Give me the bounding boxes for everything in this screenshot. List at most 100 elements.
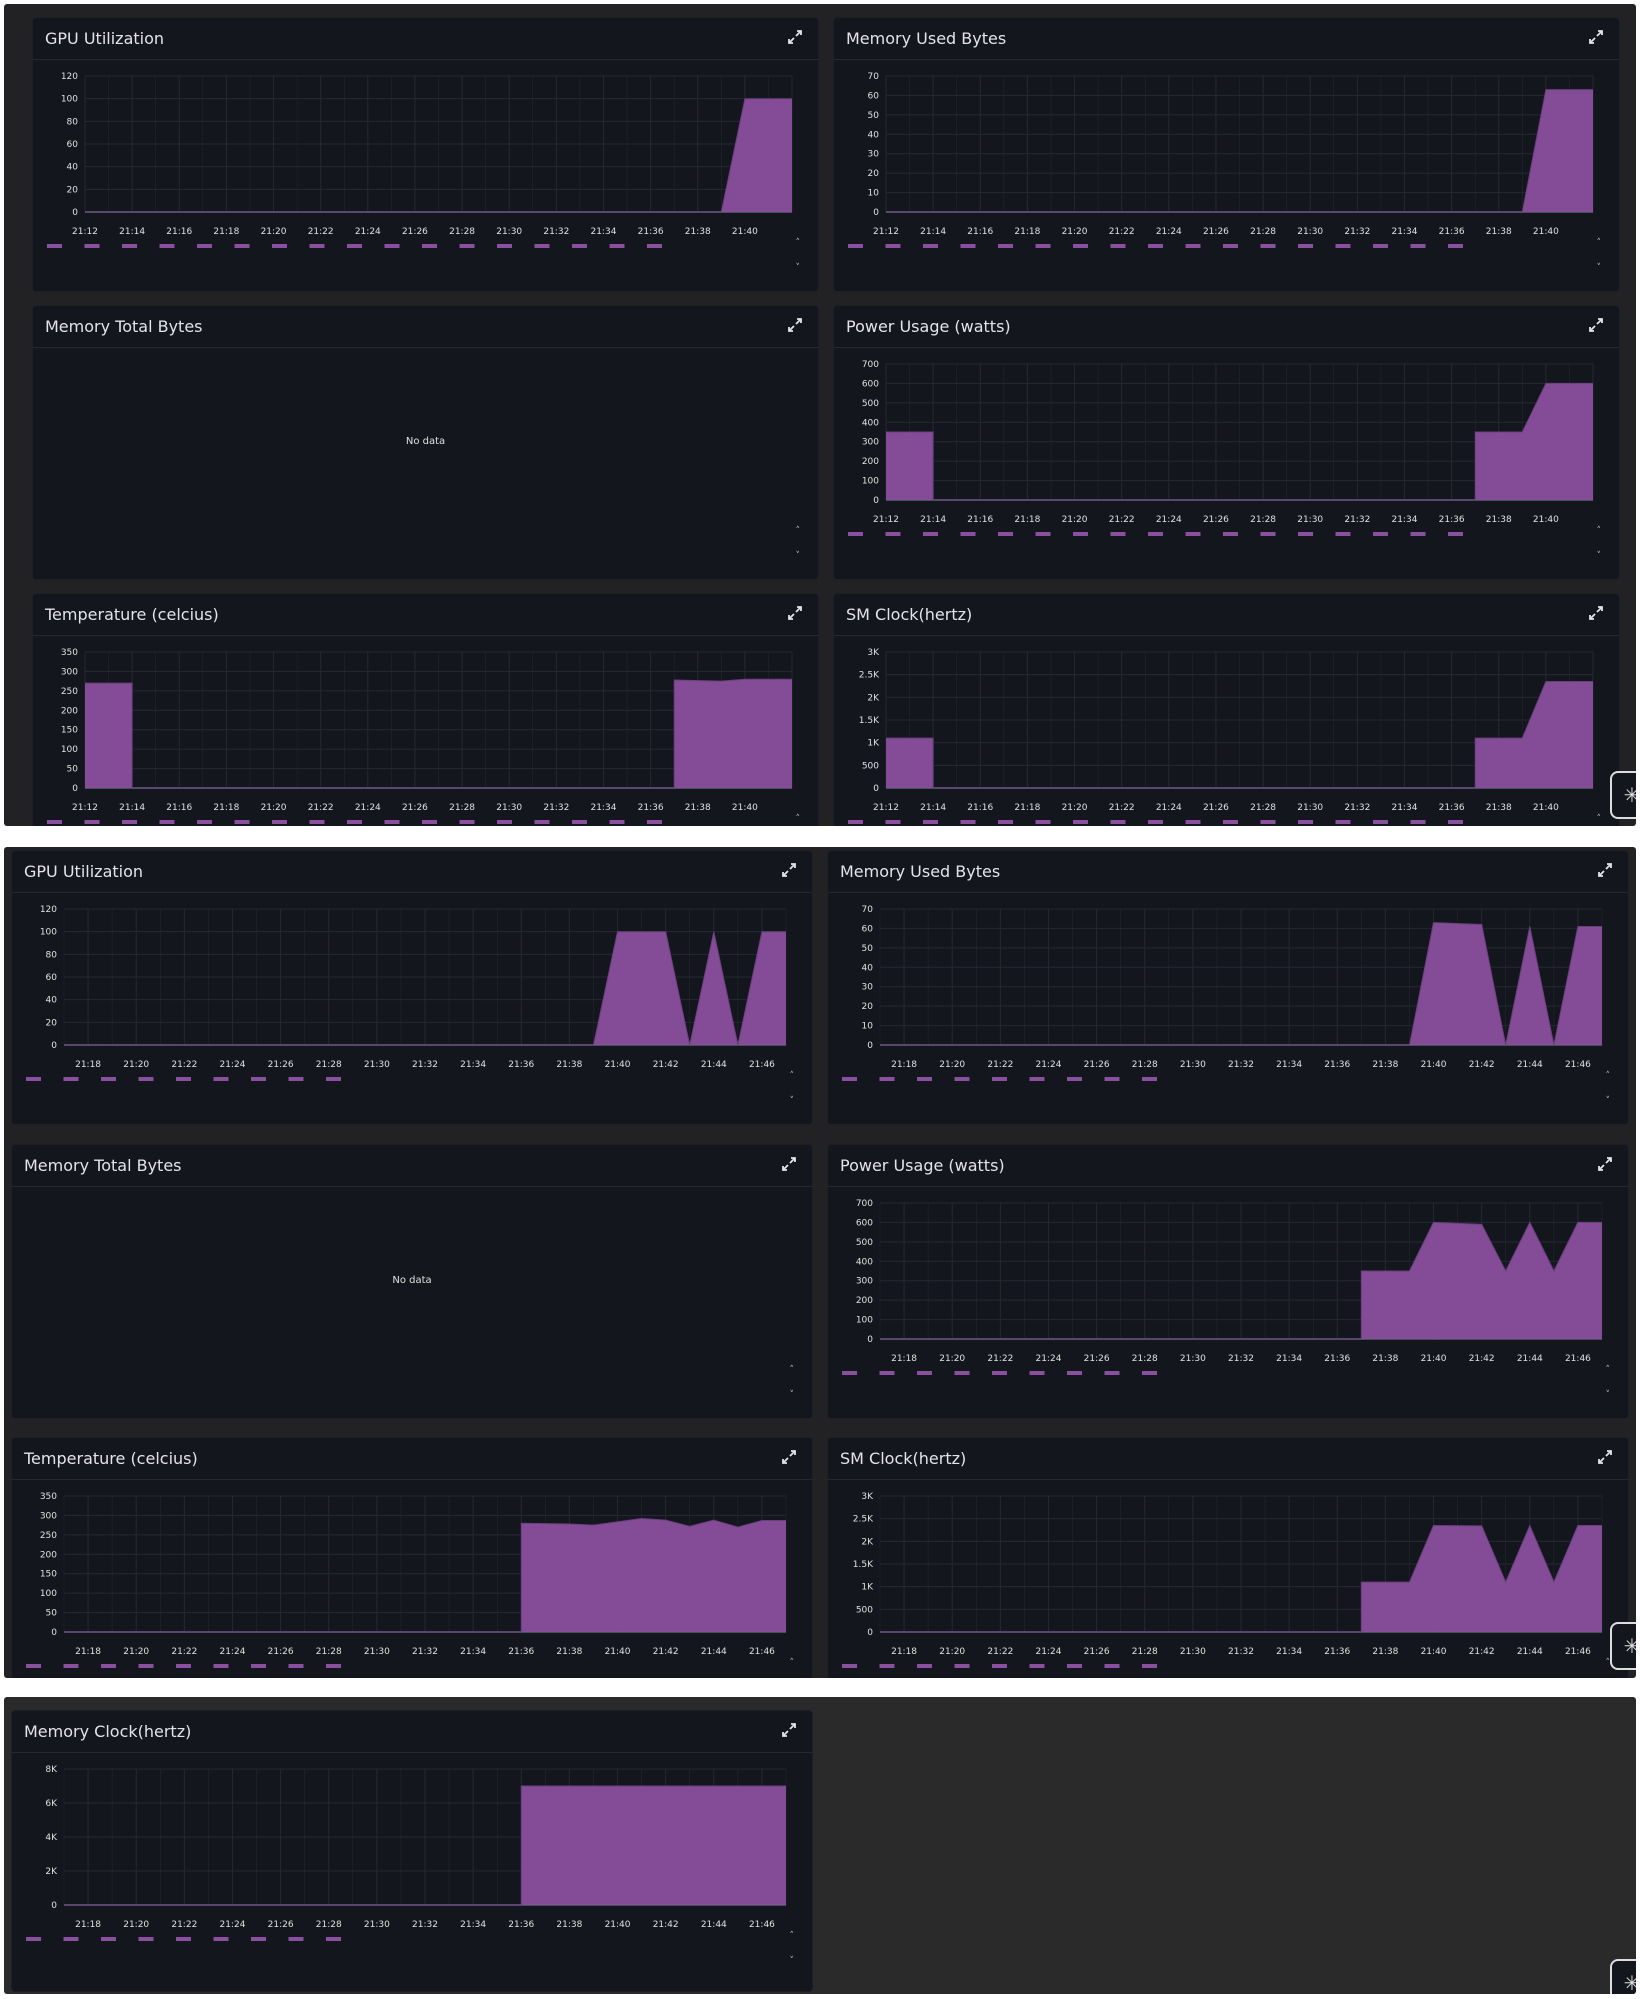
legend-item[interactable] — [1410, 532, 1426, 536]
legend-item[interactable] — [197, 244, 212, 248]
legend-item[interactable] — [1260, 820, 1276, 824]
legend-item[interactable] — [842, 1077, 857, 1081]
chevron-down-icon[interactable]: ˅ — [789, 1956, 795, 1966]
legend-item[interactable] — [609, 820, 625, 824]
legend-item[interactable] — [1373, 244, 1388, 248]
legend-item[interactable] — [1142, 1664, 1157, 1668]
legend-item[interactable] — [234, 244, 250, 248]
chevron-up-icon[interactable]: ˄ — [1596, 526, 1602, 536]
legend-item[interactable] — [101, 1077, 116, 1081]
legend-item[interactable] — [848, 532, 863, 536]
legend-item[interactable] — [1260, 532, 1276, 536]
expand-icon[interactable] — [1596, 1155, 1614, 1173]
legend-item[interactable] — [1410, 244, 1426, 248]
legend-item[interactable] — [1223, 820, 1238, 824]
expand-icon[interactable] — [1587, 28, 1605, 46]
legend-item[interactable] — [647, 820, 662, 824]
expand-icon[interactable] — [786, 316, 804, 334]
legend-item[interactable] — [309, 244, 325, 248]
legend-item[interactable] — [842, 1371, 857, 1375]
chevron-down-icon[interactable]: ˅ — [795, 263, 801, 273]
legend-item[interactable] — [923, 820, 938, 824]
chevron-up-icon[interactable]: ˄ — [789, 1658, 795, 1668]
legend-item[interactable] — [885, 820, 901, 824]
legend-item[interactable] — [1029, 1371, 1045, 1375]
chevron-down-icon[interactable]: ˅ — [789, 1096, 795, 1106]
legend-item[interactable] — [1448, 532, 1463, 536]
legend-item[interactable] — [1104, 1664, 1120, 1668]
legend-item[interactable] — [1067, 1371, 1082, 1375]
chevron-down-icon[interactable]: ˅ — [1596, 551, 1602, 561]
legend-item[interactable] — [288, 1664, 304, 1668]
legend-item[interactable] — [917, 1664, 932, 1668]
legend-item[interactable] — [842, 1664, 857, 1668]
legend-item[interactable] — [234, 820, 250, 824]
chevron-down-icon[interactable]: ˅ — [1596, 263, 1602, 273]
legend-item[interactable] — [197, 820, 212, 824]
legend-item[interactable] — [251, 1077, 266, 1081]
legend-item[interactable] — [534, 244, 550, 248]
legend-item[interactable] — [26, 1937, 41, 1941]
expand-icon[interactable] — [1587, 604, 1605, 622]
legend-item[interactable] — [1148, 820, 1163, 824]
legend-item[interactable] — [1067, 1664, 1082, 1668]
legend-item[interactable] — [992, 1371, 1007, 1375]
legend-item[interactable] — [159, 820, 175, 824]
legend-item[interactable] — [138, 1664, 154, 1668]
legend-item[interactable] — [272, 244, 287, 248]
legend-item[interactable] — [84, 244, 100, 248]
chevron-down-icon[interactable]: ˅ — [789, 1390, 795, 1400]
legend-item[interactable] — [47, 244, 62, 248]
legend-item[interactable] — [272, 820, 287, 824]
legend-item[interactable] — [1448, 820, 1463, 824]
legend-item[interactable] — [138, 1937, 154, 1941]
legend-item[interactable] — [647, 244, 662, 248]
legend-item[interactable] — [917, 1371, 932, 1375]
legend-item[interactable] — [422, 820, 437, 824]
legend-item[interactable] — [917, 1077, 932, 1081]
legend-item[interactable] — [998, 244, 1013, 248]
legend-item[interactable] — [326, 1077, 341, 1081]
chevron-up-icon[interactable]: ˄ — [1596, 238, 1602, 248]
legend-item[interactable] — [384, 244, 400, 248]
legend-item[interactable] — [848, 820, 863, 824]
legend-item[interactable] — [954, 1077, 970, 1081]
legend-item[interactable] — [879, 1664, 895, 1668]
chevron-up-icon[interactable]: ˄ — [795, 526, 801, 536]
legend-item[interactable] — [101, 1937, 116, 1941]
legend-item[interactable] — [422, 244, 437, 248]
legend-item[interactable] — [998, 820, 1013, 824]
legend-item[interactable] — [63, 1937, 79, 1941]
legend-item[interactable] — [213, 1664, 229, 1668]
legend-item[interactable] — [122, 820, 137, 824]
legend-item[interactable] — [1110, 244, 1126, 248]
legend-item[interactable] — [26, 1664, 41, 1668]
legend-item[interactable] — [1185, 532, 1201, 536]
legend-item[interactable] — [1335, 820, 1351, 824]
legend-item[interactable] — [848, 244, 863, 248]
legend-item[interactable] — [1073, 244, 1088, 248]
legend-item[interactable] — [1148, 244, 1163, 248]
legend-item[interactable] — [47, 820, 62, 824]
legend-item[interactable] — [885, 532, 901, 536]
chevron-up-icon[interactable]: ˄ — [789, 1365, 795, 1375]
legend-item[interactable] — [176, 1937, 191, 1941]
legend-item[interactable] — [885, 244, 901, 248]
legend-item[interactable] — [1373, 820, 1388, 824]
legend-item[interactable] — [1410, 820, 1426, 824]
legend-item[interactable] — [1073, 820, 1088, 824]
legend-item[interactable] — [923, 532, 938, 536]
legend-item[interactable] — [1067, 1077, 1082, 1081]
expand-icon[interactable] — [780, 1155, 798, 1173]
legend-item[interactable] — [1148, 532, 1163, 536]
assistant-button[interactable]: ✳ — [1610, 771, 1636, 819]
expand-icon[interactable] — [1587, 316, 1605, 334]
legend-item[interactable] — [1035, 532, 1051, 536]
legend-item[interactable] — [288, 1077, 304, 1081]
legend-item[interactable] — [1223, 532, 1238, 536]
assistant-button[interactable]: ✳ — [1610, 1959, 1636, 1994]
legend-item[interactable] — [998, 532, 1013, 536]
legend-item[interactable] — [326, 1664, 341, 1668]
chevron-up-icon[interactable]: ˄ — [1605, 1365, 1611, 1375]
legend-item[interactable] — [251, 1664, 266, 1668]
